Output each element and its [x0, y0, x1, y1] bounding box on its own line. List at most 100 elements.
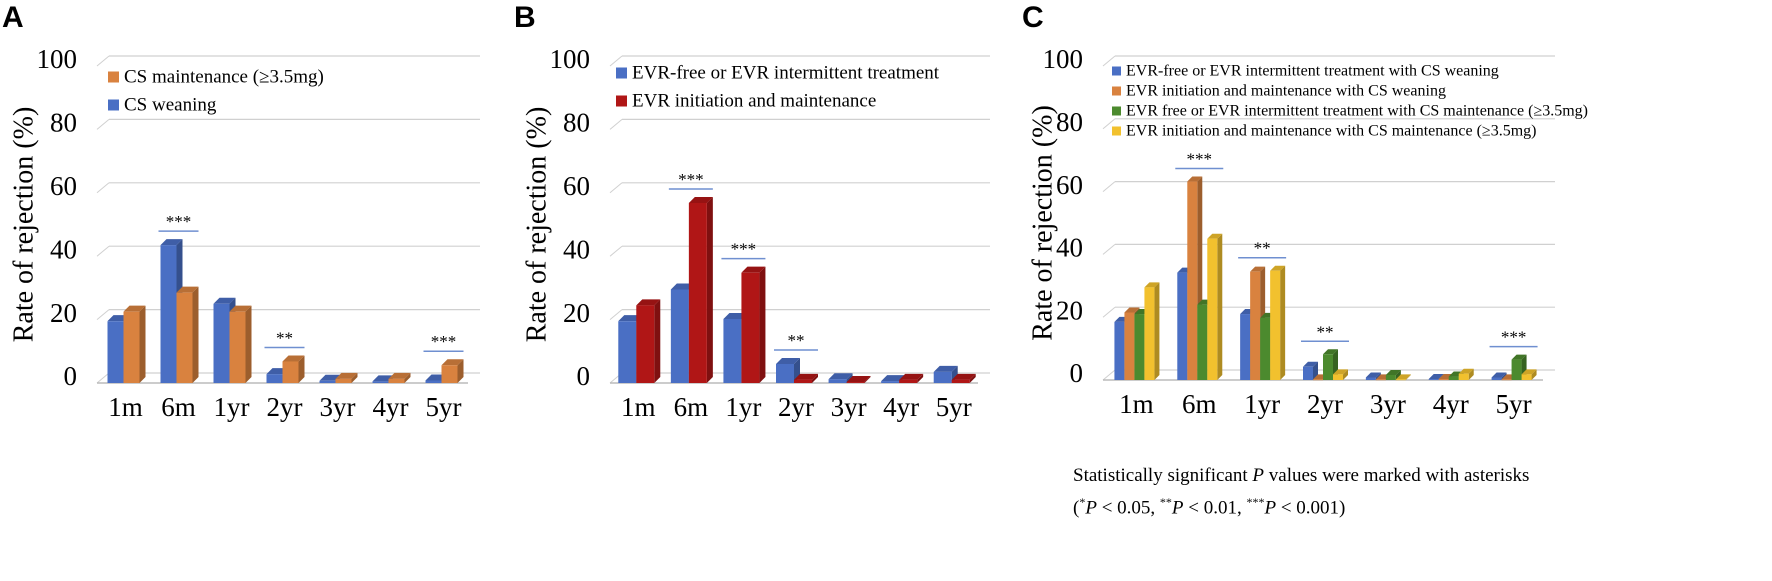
bar-top — [1270, 265, 1286, 271]
y-tick-label: 20 — [563, 298, 590, 328]
x-tick-label: 2yr — [267, 392, 303, 422]
bar-front — [1134, 314, 1145, 380]
y-tick-label: 0 — [64, 361, 78, 391]
bar-front — [846, 382, 865, 383]
bar-front — [776, 363, 794, 383]
bar-side — [1343, 369, 1348, 380]
bar-top — [229, 305, 252, 312]
bar-front — [933, 371, 952, 383]
bar-front — [1458, 373, 1469, 380]
bar-front — [1521, 374, 1532, 380]
bar-front — [1438, 379, 1449, 380]
bar-side — [1468, 368, 1474, 380]
y-tick-label: 80 — [1056, 107, 1083, 137]
bar-front — [899, 379, 918, 383]
bar-top — [160, 239, 183, 246]
bar-front — [229, 311, 246, 383]
bar-top — [282, 355, 305, 362]
y-tick-label: 20 — [1056, 295, 1083, 325]
panel-letter: C — [1022, 1, 1044, 34]
bar-front — [688, 202, 707, 383]
bar-1yr-2 — [741, 266, 766, 383]
bar-front — [1511, 359, 1522, 380]
significance-label: *** — [1187, 150, 1213, 169]
x-tick-label: 1m — [108, 392, 143, 422]
y-tick-label: 20 — [50, 298, 77, 328]
bar-6m-4 — [1207, 233, 1223, 380]
significance-label: ** — [1254, 239, 1271, 258]
y-tick-label: 0 — [1070, 358, 1084, 388]
bar-front — [266, 374, 283, 383]
bar-top — [1303, 361, 1318, 367]
footnote-line-1: Statistically significant P values were … — [1073, 465, 1530, 486]
y-tick-label: 60 — [563, 171, 590, 201]
bar-front — [828, 379, 847, 383]
y-axis-label: Rate of rejection (%) — [522, 107, 553, 343]
bar-front — [425, 380, 442, 383]
bar-top — [1207, 233, 1223, 239]
significance-label: *** — [678, 170, 704, 189]
legend-label: CS weaning — [124, 95, 217, 116]
y-tick-label: 100 — [550, 44, 591, 74]
bar-front — [1250, 271, 1261, 380]
x-tick-label: 1yr — [1244, 389, 1280, 419]
footnote: Statistically significant P values were … — [1073, 462, 1529, 521]
footnote-line-2: (*P < 0.05, **P < 0.01, ***P < 0.001) — [1073, 495, 1346, 519]
bar-1m-2 — [123, 305, 146, 383]
bar-front — [1260, 317, 1271, 380]
y-tick-label: 60 — [1056, 170, 1083, 200]
y-tick-label: 40 — [563, 234, 590, 264]
chart-panel-b: B Rate of rejection (%) 0 20 40 60 80 100 1m 6m 1y… — [514, 1, 990, 422]
bar-front — [319, 380, 336, 383]
x-tick-label: 1yr — [725, 392, 761, 422]
y-tick-label: 80 — [563, 108, 590, 138]
legend-label: EVR initiation and maintenance with CS m… — [1126, 123, 1536, 140]
y-tick-label: 0 — [577, 361, 591, 391]
bar-4yr-2 — [899, 373, 924, 383]
bar-top — [388, 372, 411, 379]
bar-side — [1313, 361, 1318, 380]
bar-front — [670, 289, 689, 383]
bar-3yr-2 — [335, 372, 358, 383]
bar-side — [192, 286, 199, 383]
bar-front — [335, 378, 352, 383]
x-tick-label: 2yr — [1307, 389, 1343, 419]
bar-front — [1428, 379, 1439, 380]
legend-swatch — [616, 67, 627, 79]
bar-5yr-2 — [441, 359, 464, 383]
bar-top — [1144, 282, 1160, 288]
bar-2yr-2 — [794, 373, 818, 383]
bar-top — [776, 357, 800, 364]
bar-side — [1395, 369, 1401, 380]
bar-side — [245, 305, 252, 383]
bar-front — [1114, 321, 1125, 380]
bar-5yr-4 — [1521, 369, 1537, 380]
bar-front — [1375, 379, 1386, 381]
bar-front — [176, 292, 193, 383]
bar-front — [618, 321, 637, 383]
y-tick-label: 80 — [50, 108, 77, 138]
bar-side — [1280, 265, 1286, 380]
bar-top — [794, 373, 818, 380]
bar-side — [298, 355, 305, 383]
bar-front — [1501, 379, 1512, 381]
y-axis-label: Rate of rejection (%) — [1028, 105, 1059, 341]
x-tick-label: 6m — [674, 392, 709, 422]
panel-letter: B — [514, 1, 536, 34]
bar-front — [1197, 304, 1208, 380]
bar-side — [864, 376, 871, 383]
bar-6m-2 — [176, 286, 199, 383]
bar-side — [404, 372, 411, 383]
x-tick-label: 6m — [1182, 389, 1217, 419]
bar-side — [1217, 233, 1223, 380]
gridline-depth — [96, 119, 110, 130]
bar-side — [139, 305, 146, 383]
x-tick-label: 5yr — [936, 392, 972, 422]
bar-1yr-2 — [229, 305, 252, 383]
bar-front — [213, 303, 230, 383]
x-tick-label: 4yr — [1433, 389, 1469, 419]
gridline-depth — [1102, 181, 1116, 192]
y-tick-label: 100 — [37, 44, 78, 74]
gridline-depth — [1102, 118, 1116, 130]
